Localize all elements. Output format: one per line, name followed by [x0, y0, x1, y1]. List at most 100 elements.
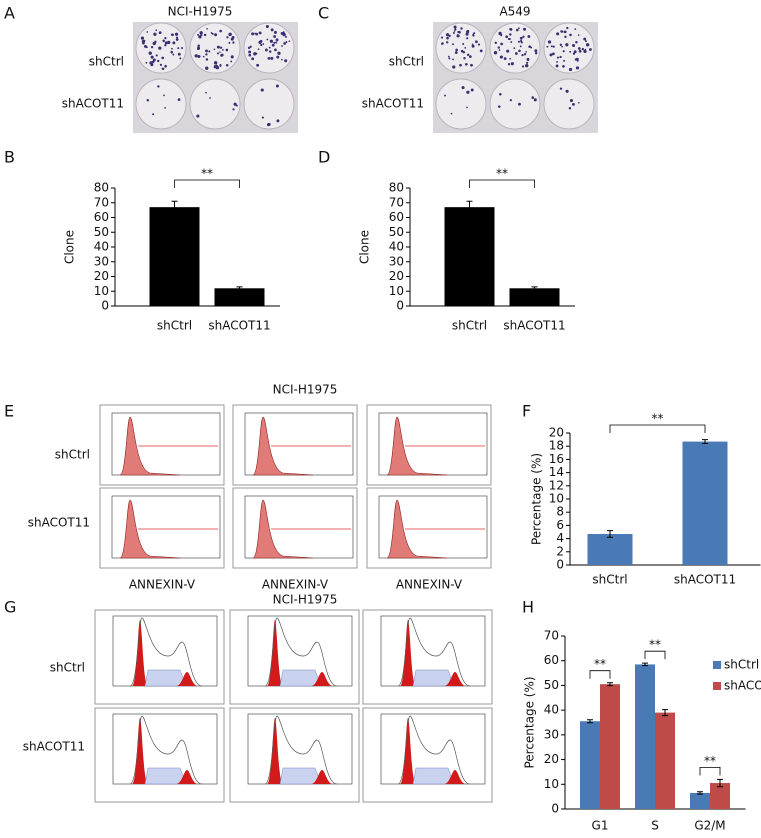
error-bar: [171, 200, 178, 214]
colony: [573, 50, 577, 54]
colony: [576, 59, 579, 62]
colony: [509, 98, 512, 102]
colony: [471, 44, 475, 48]
g1-peak: [267, 718, 283, 784]
colony: [473, 32, 476, 35]
colony: [546, 45, 549, 48]
colony: [282, 31, 285, 34]
colony: [196, 47, 200, 50]
colony: [181, 46, 184, 50]
colony: [452, 65, 456, 69]
colony: [153, 32, 157, 36]
colony: [453, 30, 456, 32]
bar: [600, 684, 620, 809]
colony: [267, 57, 271, 60]
fit-curve: [129, 617, 203, 687]
significance-label: **: [201, 167, 213, 181]
colony: [572, 102, 575, 106]
cycle-panel: [362, 707, 493, 803]
image-title: NCI-H1975: [273, 593, 338, 607]
colony: [549, 53, 553, 57]
colony: [265, 25, 269, 29]
colony: [528, 45, 531, 48]
colony: [164, 41, 168, 45]
colony: [266, 38, 269, 41]
panel-letter: A: [4, 4, 15, 23]
colony: [219, 51, 221, 53]
bar: [509, 288, 560, 306]
y-tick-label: 80: [94, 181, 109, 195]
colony: [569, 99, 574, 103]
colony: [205, 91, 207, 94]
s-phase: [279, 669, 322, 687]
colony: [157, 85, 160, 88]
g2-peak: [176, 672, 198, 686]
significance-label: **: [649, 638, 661, 652]
well: [489, 78, 541, 130]
cycle-panel: [229, 707, 360, 803]
colony: [261, 116, 264, 119]
y-tick-label: 18: [549, 439, 564, 453]
significance-label: **: [652, 412, 664, 426]
colony: [448, 34, 451, 38]
bar: [580, 721, 600, 809]
colony: [509, 33, 512, 36]
colony: [251, 57, 255, 61]
colony: [230, 55, 234, 59]
colony: [249, 45, 252, 48]
bar: [690, 792, 710, 809]
colony: [578, 101, 580, 104]
colony: [534, 52, 538, 55]
colony: [164, 44, 167, 47]
y-tick-label: 12: [549, 478, 564, 492]
y-tick-label: 6: [556, 518, 564, 532]
y-tick-label: 40: [544, 703, 559, 717]
colony: [226, 36, 229, 39]
colony: [477, 43, 481, 46]
colony: [458, 30, 461, 34]
y-tick-label: 60: [544, 653, 559, 667]
colony: [510, 41, 513, 43]
colony: [167, 40, 171, 45]
y-tick-label: 50: [389, 225, 404, 239]
colony: [264, 48, 268, 52]
colony: [219, 64, 222, 67]
colony: [276, 119, 280, 123]
colony: [146, 31, 149, 33]
fit-curve: [397, 617, 471, 687]
x-tick-label: G1: [592, 819, 609, 833]
y-tick-label: 60: [94, 210, 109, 224]
colony: [152, 41, 156, 46]
legend-swatch: [713, 682, 721, 690]
colony: [203, 33, 207, 37]
colony: [213, 48, 216, 51]
row-label: shACOT11: [28, 516, 90, 530]
well: [135, 78, 187, 130]
g1-peak: [400, 620, 416, 686]
g1-peak: [132, 718, 148, 784]
colony: [144, 44, 147, 48]
colony: [517, 40, 520, 43]
significance-label: **: [496, 167, 508, 181]
colony: [174, 32, 179, 36]
legend-label: shCtrl: [724, 658, 759, 672]
bar: [635, 664, 655, 809]
y-tick-label: 20: [389, 269, 404, 283]
colony: [514, 52, 518, 55]
colony: [440, 36, 444, 39]
row-label: shCtrl: [389, 55, 424, 69]
colony: [552, 45, 555, 48]
bar: [444, 207, 495, 306]
colony: [257, 48, 260, 51]
colony: [445, 33, 450, 37]
well: [435, 78, 487, 130]
s-phase: [144, 669, 187, 687]
colony: [479, 49, 483, 53]
colony: [519, 45, 522, 48]
y-tick-label: 0: [551, 802, 559, 816]
colony: [259, 39, 263, 43]
error-bar: [662, 709, 668, 717]
colony: [255, 52, 258, 55]
y-tick-label: 14: [549, 465, 564, 479]
colony: [219, 29, 222, 33]
